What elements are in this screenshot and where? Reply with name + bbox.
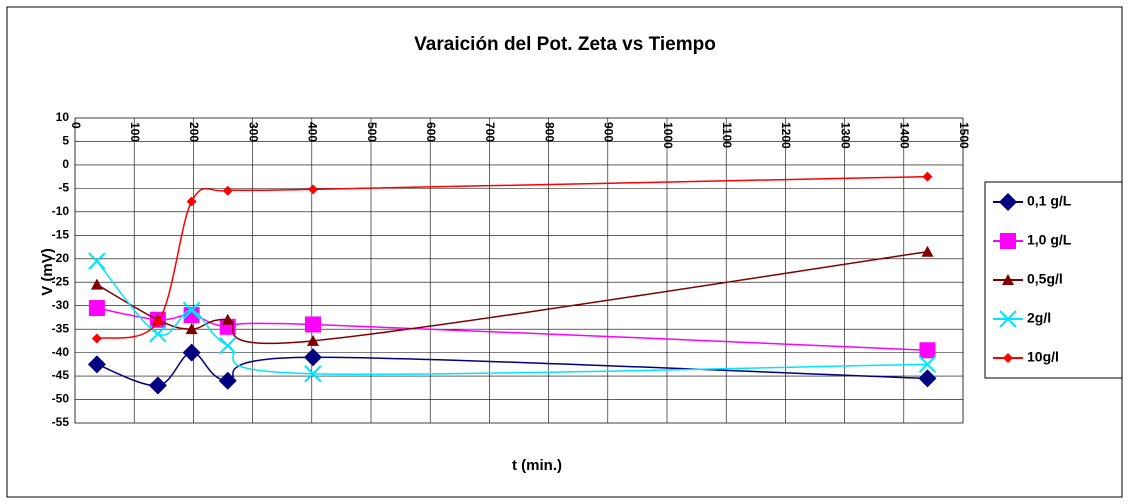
y-tick-label: -35 <box>52 321 70 335</box>
marker <box>922 171 933 182</box>
marker <box>918 355 937 374</box>
marker <box>87 355 106 374</box>
marker <box>90 278 103 290</box>
x-tick-label: 100 <box>128 122 142 142</box>
marker <box>999 310 1017 328</box>
marker <box>218 371 237 390</box>
x-tick-label: 300 <box>246 122 260 142</box>
marker <box>88 300 105 317</box>
marker-stroke <box>182 301 201 320</box>
marker-stroke <box>219 336 237 355</box>
marker <box>219 336 237 355</box>
marker <box>152 317 163 328</box>
marker <box>182 301 201 320</box>
marker <box>222 185 233 196</box>
marker <box>999 193 1017 211</box>
legend-label: 2g/l <box>1027 310 1051 326</box>
x-tick-label: 500 <box>365 122 379 142</box>
marker <box>221 313 234 325</box>
legend-label: 1,0 g/L <box>1027 232 1072 248</box>
x-tick-label: 200 <box>187 122 201 142</box>
marker <box>148 376 167 395</box>
marker <box>1000 233 1016 249</box>
x-tick-label: 900 <box>602 122 616 142</box>
y-axis-label: V (mV) <box>39 248 56 296</box>
marker <box>91 333 102 344</box>
x-tick-label: 1300 <box>838 122 852 149</box>
x-tick-label: 800 <box>542 122 556 142</box>
series-line <box>96 175 928 340</box>
marker <box>919 342 936 359</box>
x-tick-label: 600 <box>424 122 438 142</box>
y-tick-label: -20 <box>52 251 70 265</box>
y-tick-label: -5 <box>58 181 69 195</box>
marker <box>1002 274 1014 285</box>
plot-area <box>74 117 964 424</box>
marker-stroke <box>918 355 937 374</box>
marker <box>1003 353 1013 363</box>
legend-label: 0,5g/l <box>1027 271 1063 287</box>
marker <box>921 245 934 257</box>
marker <box>186 196 197 207</box>
y-tick-label: -30 <box>52 298 70 312</box>
x-axis-label: t (min.) <box>512 457 562 474</box>
y-tick-label: -15 <box>52 227 70 241</box>
y-tick-label: 5 <box>62 134 69 148</box>
marker-stroke <box>999 310 1017 328</box>
legend-label: 0,1 g/L <box>1027 193 1072 209</box>
marker <box>185 323 198 335</box>
x-tick-label: 0 <box>69 122 83 129</box>
marker <box>304 316 321 333</box>
marker <box>304 365 322 383</box>
y-tick-label: -45 <box>52 368 70 382</box>
marker <box>307 184 318 195</box>
y-tick-label: -55 <box>52 415 70 429</box>
x-tick-label: 700 <box>483 122 497 142</box>
chart-title: Varaición del Pot. Zeta vs Tiempo <box>414 34 716 55</box>
y-tick-label: -40 <box>52 345 70 359</box>
marker-stroke <box>304 365 322 383</box>
y-tick-label: 0 <box>62 157 69 171</box>
legend-label: 10g/l <box>1027 349 1059 365</box>
x-tick-label: 1100 <box>720 122 734 148</box>
x-tick-label: 400 <box>306 122 320 142</box>
x-tick-label: 1400 <box>898 122 912 149</box>
y-tick-label: -25 <box>52 274 70 288</box>
x-tick-label: 1000 <box>661 122 675 149</box>
marker <box>182 343 201 362</box>
marker <box>88 252 106 270</box>
x-tick-label: 1200 <box>779 122 793 149</box>
y-tick-label: -10 <box>52 204 70 218</box>
y-tick-label: -50 <box>52 392 70 406</box>
marker <box>918 369 937 388</box>
x-tick-label: 1500 <box>957 122 971 149</box>
marker <box>303 348 322 367</box>
marker-stroke <box>88 252 106 270</box>
y-tick-label: 10 <box>56 110 70 124</box>
marker <box>306 334 319 346</box>
